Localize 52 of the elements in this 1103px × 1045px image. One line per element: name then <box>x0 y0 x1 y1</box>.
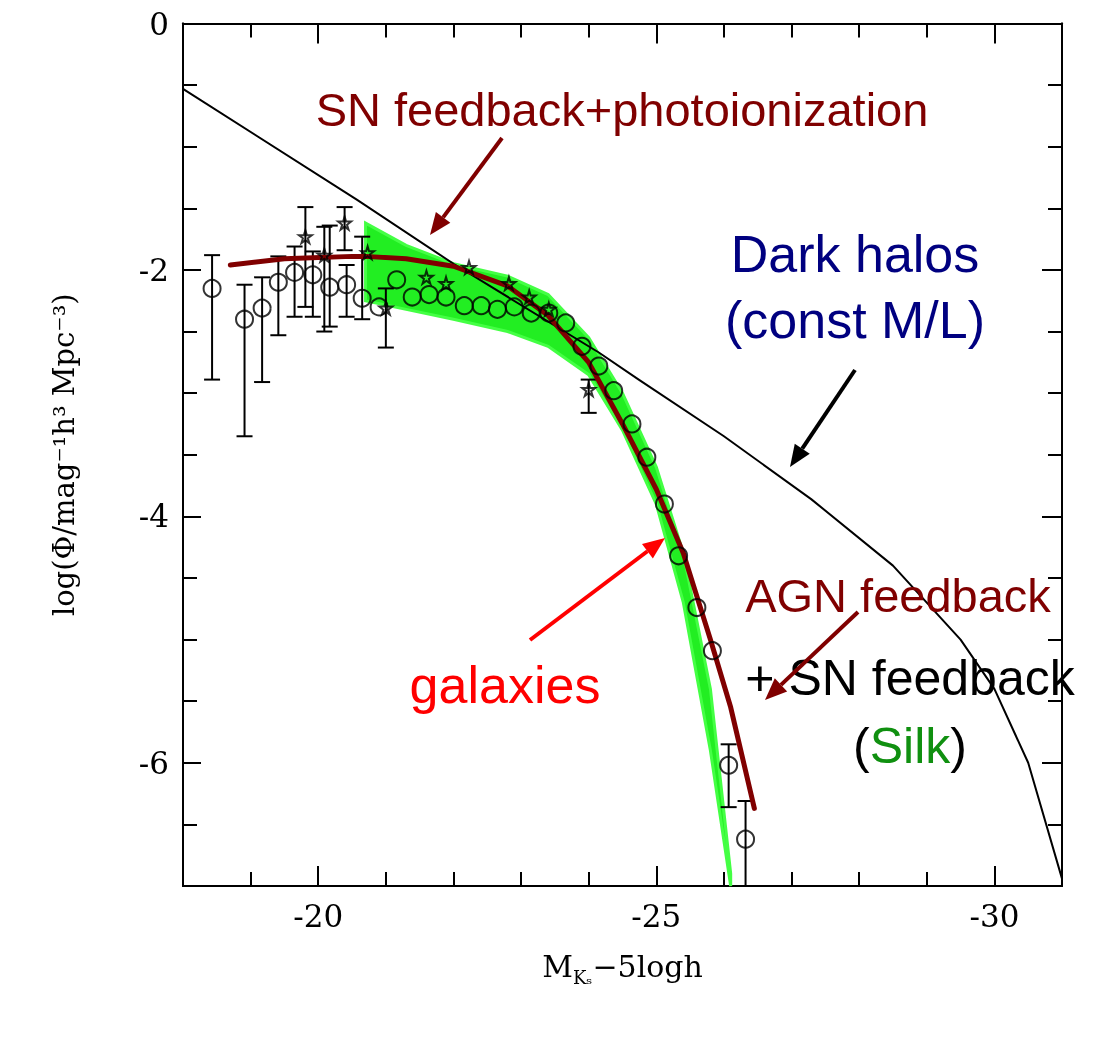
point <box>669 546 689 566</box>
point <box>504 297 524 317</box>
point <box>654 494 674 514</box>
point <box>252 298 272 318</box>
x-tick-label: -25 <box>631 897 682 934</box>
point <box>487 299 507 319</box>
point <box>521 303 541 323</box>
point <box>719 755 739 775</box>
point <box>736 829 756 849</box>
point <box>352 288 372 308</box>
point <box>604 381 624 401</box>
point <box>581 381 597 397</box>
point <box>337 275 357 295</box>
point <box>417 267 436 287</box>
point <box>419 285 439 305</box>
y-tick-label: -6 <box>138 744 169 781</box>
point <box>378 300 394 316</box>
y-axis-title: log(Φ/mag⁻¹h³ Mpc⁻³) <box>46 293 81 617</box>
point <box>556 313 576 333</box>
point <box>360 245 376 261</box>
point <box>572 336 592 356</box>
point <box>539 299 558 319</box>
point <box>337 215 353 231</box>
point <box>402 287 422 307</box>
point <box>622 414 642 434</box>
point <box>520 287 539 306</box>
point <box>454 296 474 316</box>
annotation: Dark halos (const M/L) <box>724 225 986 349</box>
annotation: galaxies <box>409 656 601 714</box>
point <box>687 598 707 618</box>
y-tick-label: 0 <box>149 5 169 42</box>
point <box>637 447 657 467</box>
point <box>471 296 491 316</box>
y-tick-label: -2 <box>138 251 169 288</box>
point <box>369 297 389 317</box>
point <box>320 277 340 297</box>
point <box>202 278 222 298</box>
point <box>316 247 332 263</box>
point <box>303 265 323 285</box>
x-tick-label: -30 <box>969 897 1020 934</box>
point <box>589 356 609 376</box>
point <box>702 641 722 661</box>
point <box>285 262 305 282</box>
y-tick-label: -4 <box>138 498 169 535</box>
annotation: SN feedback+photoionization <box>315 82 929 136</box>
x-tick-label: -20 <box>293 897 344 934</box>
point <box>268 272 288 292</box>
point <box>297 229 313 245</box>
point <box>436 287 456 307</box>
point <box>539 303 559 323</box>
point <box>387 270 407 290</box>
point <box>235 309 255 329</box>
